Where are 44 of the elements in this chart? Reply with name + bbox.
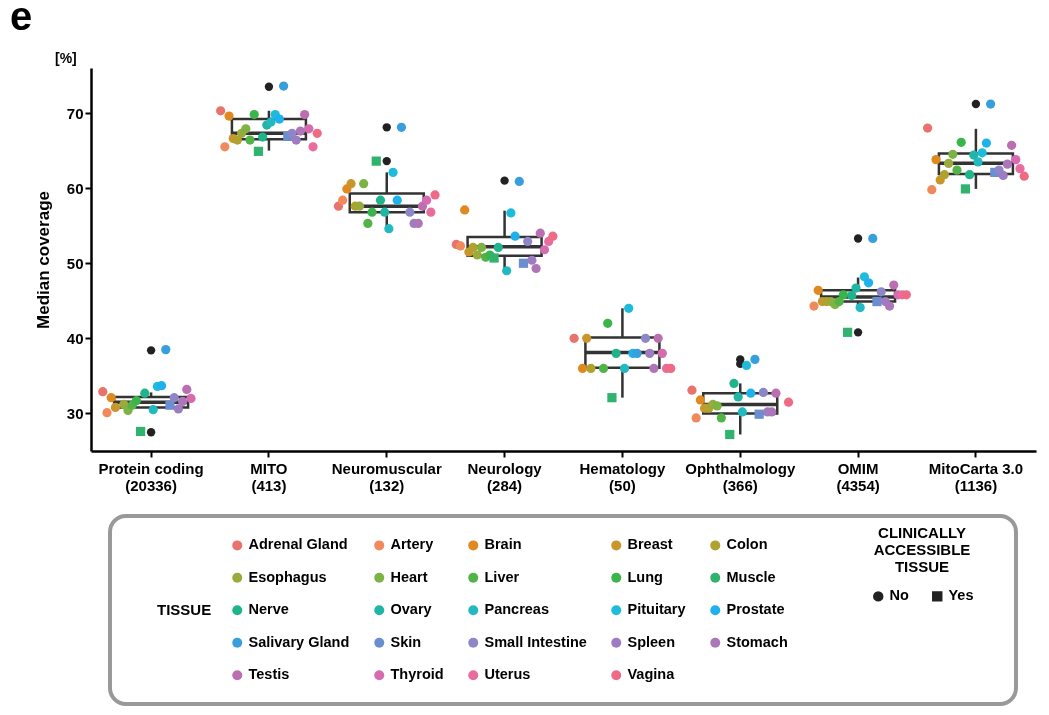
x-tick-label: OMIM (4354) xyxy=(836,459,880,494)
legend-label: Small Intestine xyxy=(484,633,587,650)
legend-label: Testis xyxy=(248,666,290,683)
legend-label: Salivary Gland xyxy=(248,633,350,650)
legend-label: Uterus xyxy=(484,666,531,683)
legend-label: Nerve xyxy=(248,601,289,618)
x-tick-label: Protein coding (20336) xyxy=(98,459,204,494)
legend-label: Pancreas xyxy=(484,601,549,618)
x-tick-label: Neurology (284) xyxy=(467,459,543,494)
x-tick-label: Hematology (50) xyxy=(579,459,666,494)
x-tick-label: Neuromuscular (132) xyxy=(331,459,442,494)
legend-label: Heart xyxy=(390,568,428,585)
legend-label: Ovary xyxy=(390,601,432,618)
legend-label: Artery xyxy=(390,536,434,553)
chart-subtitle: [%] xyxy=(55,50,77,66)
legend-label: Liver xyxy=(484,568,520,585)
text: Yes xyxy=(948,587,974,604)
x-tick-label: MitoCarta 3.0 (1136) xyxy=(928,459,1024,494)
legend-label: Brain xyxy=(484,536,522,553)
legend-label: Colon xyxy=(726,536,768,553)
y-axis-title: Median coverage xyxy=(33,191,53,329)
y-tick-label: 40 xyxy=(66,329,84,347)
legend-label: Lung xyxy=(627,568,663,585)
legend-label: Spleen xyxy=(627,633,676,650)
x-tick-label: Ophthalmology (366) xyxy=(685,459,796,494)
x-tick-label: MITO (413) xyxy=(250,459,288,494)
text: No xyxy=(889,587,909,604)
y-tick-label: 70 xyxy=(66,104,84,122)
legend-title: TISSUE xyxy=(157,601,212,618)
text: CLINICALLY ACCESSIBLE TISSUE xyxy=(873,524,971,575)
y-tick-label: 60 xyxy=(66,179,84,197)
y-tick-label: 30 xyxy=(66,404,84,422)
legend-label: Vagina xyxy=(627,666,676,683)
legend-label: Pituitary xyxy=(627,601,686,618)
legend-label: Muscle xyxy=(726,568,776,585)
legend-label: Stomach xyxy=(726,633,788,650)
chart-title: e xyxy=(10,0,33,39)
legend-label: Prostate xyxy=(726,601,785,618)
y-tick-label: 50 xyxy=(66,254,84,272)
legend-label: Skin xyxy=(390,633,422,650)
legend-label: Esophagus xyxy=(248,568,327,585)
legend-label: Breast xyxy=(627,536,673,553)
legend-label: Thyroid xyxy=(390,666,444,683)
legend-label: Adrenal Gland xyxy=(248,536,348,553)
